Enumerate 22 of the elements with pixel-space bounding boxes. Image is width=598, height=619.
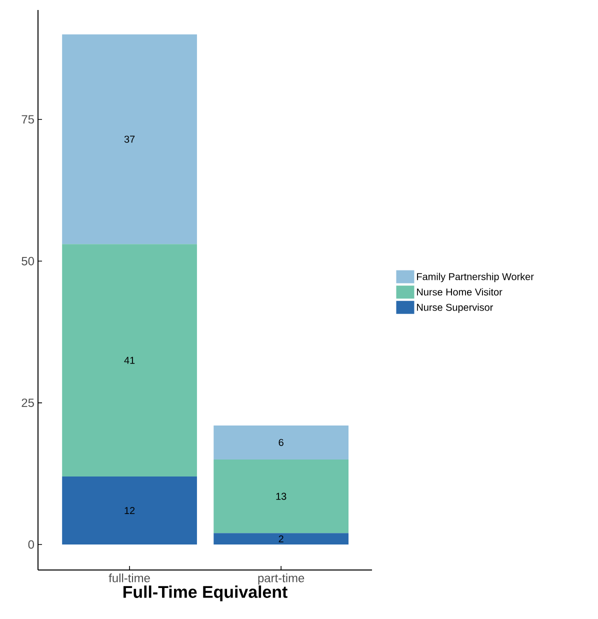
y-tick-label: 0 [28,540,34,549]
bar [214,459,349,534]
data-label: 2 [278,535,284,542]
data-label: 13 [276,492,286,500]
bar [62,34,197,244]
bar [214,425,349,460]
legend-label: Nurse Home Visitor [417,288,502,296]
data-label: 6 [278,438,284,446]
y-tick-label: 50 [22,256,34,266]
legend-label: Family Partnership Worker [417,272,534,282]
bar [62,476,197,544]
x-tick-label: part-time [258,574,304,585]
x-tick-label: full-time [108,574,150,582]
y-tick-label: 25 [22,398,34,408]
x-axis-title: Full-Time Equivalent [123,586,288,602]
data-label: 37 [124,136,135,143]
bar [214,533,349,544]
y-tick-label: 75 [22,115,34,124]
data-label: 41 [124,356,135,364]
data-label: 12 [124,507,135,514]
bar [62,244,197,476]
legend-label: Nurse Supervisor [417,304,494,313]
